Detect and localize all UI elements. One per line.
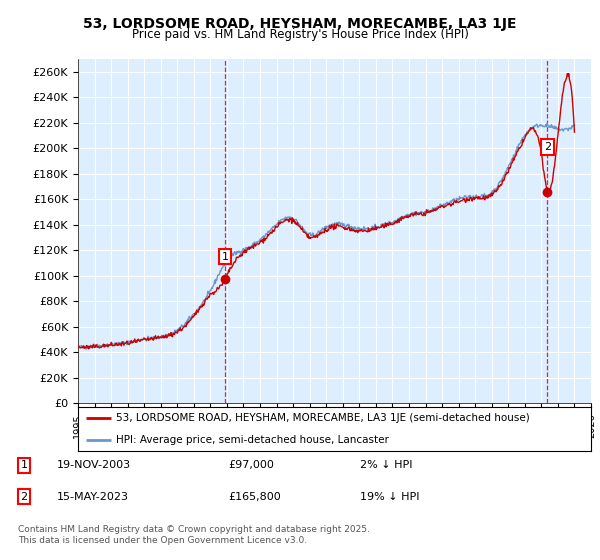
Text: £97,000: £97,000 <box>228 460 274 470</box>
Text: 53, LORDSOME ROAD, HEYSHAM, MORECAMBE, LA3 1JE (semi-detached house): 53, LORDSOME ROAD, HEYSHAM, MORECAMBE, L… <box>116 413 530 423</box>
Text: Contains HM Land Registry data © Crown copyright and database right 2025.
This d: Contains HM Land Registry data © Crown c… <box>18 525 370 545</box>
Text: Price paid vs. HM Land Registry's House Price Index (HPI): Price paid vs. HM Land Registry's House … <box>131 28 469 41</box>
Text: 1: 1 <box>20 460 28 470</box>
Text: 1: 1 <box>221 251 229 262</box>
Text: 2: 2 <box>544 142 551 152</box>
Text: 19% ↓ HPI: 19% ↓ HPI <box>360 492 419 502</box>
Text: HPI: Average price, semi-detached house, Lancaster: HPI: Average price, semi-detached house,… <box>116 435 389 445</box>
Text: 15-MAY-2023: 15-MAY-2023 <box>57 492 129 502</box>
Text: 2% ↓ HPI: 2% ↓ HPI <box>360 460 413 470</box>
Text: 53, LORDSOME ROAD, HEYSHAM, MORECAMBE, LA3 1JE: 53, LORDSOME ROAD, HEYSHAM, MORECAMBE, L… <box>83 17 517 31</box>
Text: £165,800: £165,800 <box>228 492 281 502</box>
Text: 2: 2 <box>20 492 28 502</box>
Text: 19-NOV-2003: 19-NOV-2003 <box>57 460 131 470</box>
